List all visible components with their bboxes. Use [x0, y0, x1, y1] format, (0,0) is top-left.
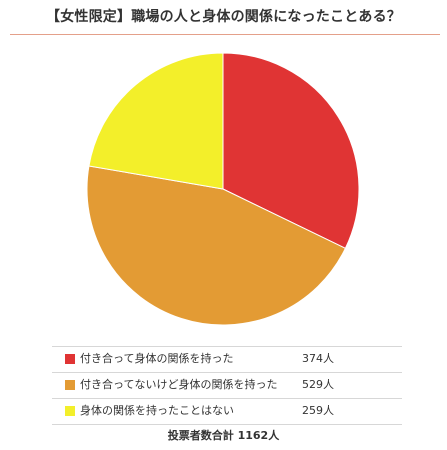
- legend-label: 付き合ってないけど身体の関係を持った: [80, 378, 278, 391]
- title-divider: [10, 34, 440, 35]
- legend-label: 身体の関係を持ったことはない: [80, 404, 234, 417]
- legend-row: 付き合ってないけど身体の関係を持った 529人: [52, 372, 402, 398]
- pie-slice: [222, 52, 360, 250]
- legend-row: 付き合って身体の関係を持った 374人: [52, 346, 402, 372]
- legend-value: 374人: [302, 352, 334, 365]
- chart-legend: 付き合って身体の関係を持った 374人 付き合ってないけど身体の関係を持った 5…: [52, 346, 402, 425]
- pie-chart: [86, 52, 360, 326]
- chart-title: 【女性限定】職場の人と身体の関係になったことある？: [46, 9, 401, 25]
- legend-value: 529人: [302, 378, 334, 391]
- legend-swatch: [65, 406, 75, 416]
- total-voters: 投票者数合計 1162人: [167, 429, 280, 442]
- legend-swatch: [65, 380, 75, 390]
- legend-label: 付き合って身体の関係を持った: [80, 352, 234, 365]
- pie-slice: [88, 52, 224, 190]
- legend-swatch: [65, 354, 75, 364]
- pie-slice: [86, 165, 347, 326]
- legend-value: 259人: [302, 404, 334, 417]
- legend-row: 身体の関係を持ったことはない 259人: [52, 398, 402, 425]
- pie-slices: [86, 52, 360, 326]
